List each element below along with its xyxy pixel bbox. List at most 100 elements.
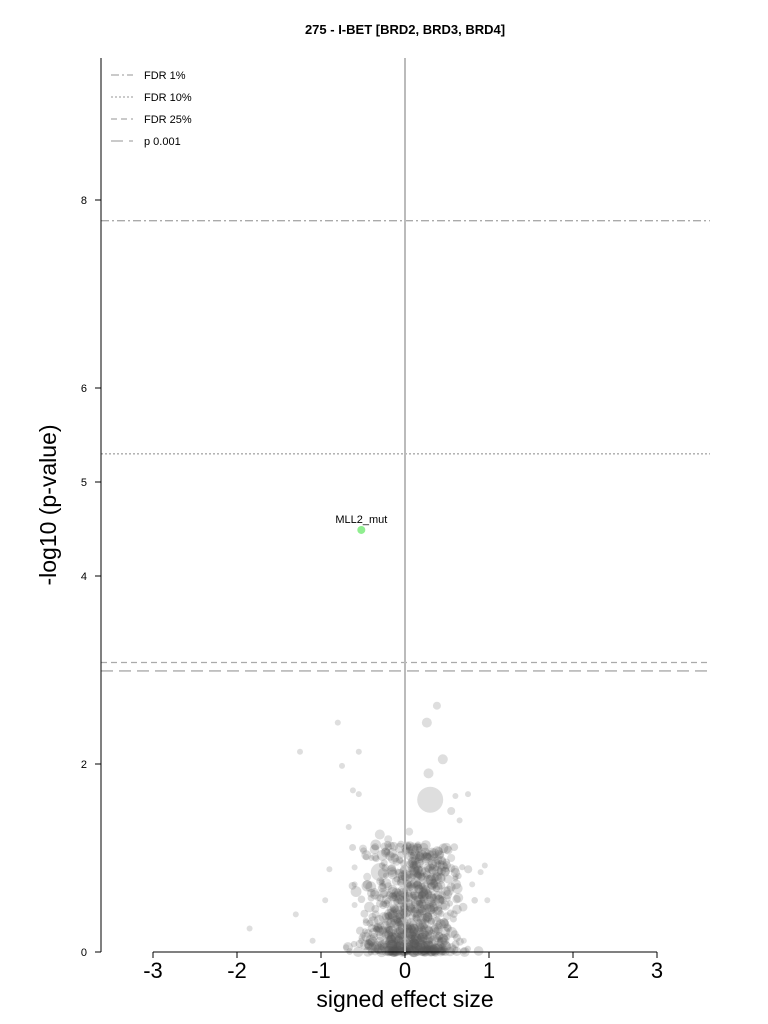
- data-point: [438, 946, 448, 956]
- data-point: [384, 843, 393, 851]
- data-point: [420, 930, 430, 940]
- data-point: [292, 911, 299, 918]
- data-point: [450, 879, 462, 890]
- data-point: [460, 937, 467, 944]
- data-point: [370, 940, 382, 952]
- data-point: [394, 945, 404, 955]
- data-point: [383, 908, 395, 920]
- data-point: [416, 908, 425, 917]
- data-point: [416, 872, 426, 882]
- data-point: [415, 919, 427, 930]
- data-point: [415, 843, 422, 851]
- data-point: [413, 880, 422, 889]
- data-point: [381, 894, 392, 905]
- data-point: [426, 878, 438, 890]
- data-point: [339, 762, 345, 769]
- data-point: [368, 916, 379, 927]
- data-point: [376, 893, 385, 902]
- data-point: [426, 941, 434, 949]
- data-point: [398, 911, 406, 920]
- data-point: [387, 853, 399, 864]
- data-point: [370, 887, 379, 897]
- data-point: [450, 865, 460, 874]
- data-point: [376, 849, 388, 861]
- data-point: [415, 936, 424, 945]
- data-point: [408, 923, 419, 935]
- data-point: [444, 924, 453, 933]
- data-point: [409, 891, 417, 898]
- data-point: [436, 937, 448, 948]
- data-point: [452, 883, 463, 894]
- data-point: [418, 896, 426, 904]
- data-point: [387, 934, 396, 944]
- data-point: [413, 894, 425, 906]
- data-point: [408, 912, 416, 920]
- data-point: [415, 907, 424, 915]
- data-point: [416, 942, 427, 953]
- data-point: [429, 901, 438, 909]
- data-point: [426, 945, 437, 957]
- data-point: [415, 934, 426, 944]
- data-point: [412, 909, 422, 919]
- data-point: [405, 903, 415, 913]
- data-point: [350, 886, 362, 898]
- data-point: [423, 912, 433, 922]
- data-point: [409, 866, 420, 878]
- data-point: [375, 936, 385, 946]
- data-point: [422, 930, 429, 937]
- data-point: [390, 931, 401, 942]
- data-point: [410, 907, 421, 918]
- data-point: [410, 932, 422, 943]
- data-point: [379, 882, 387, 890]
- data-point: [371, 843, 379, 851]
- data-point: [394, 894, 405, 905]
- data-point: [378, 862, 386, 869]
- data-point: [465, 791, 471, 798]
- data-point: [406, 944, 415, 953]
- data-point: [343, 944, 350, 951]
- data-point: [417, 905, 426, 914]
- data-point: [438, 857, 447, 865]
- data-point: [426, 863, 435, 872]
- data-point: [390, 932, 402, 944]
- data-point: [410, 906, 417, 914]
- data-point: [370, 839, 382, 851]
- data-point: [390, 932, 398, 940]
- data-point: [388, 946, 399, 957]
- data-point: [403, 899, 416, 911]
- data-point: [439, 918, 449, 927]
- data-point: [410, 856, 420, 866]
- data-point: [386, 865, 397, 876]
- data-point: [418, 891, 427, 899]
- data-point: [439, 933, 448, 943]
- data-point: [410, 849, 421, 860]
- data-point: [412, 880, 422, 890]
- data-point: [435, 905, 443, 912]
- data-point: [434, 847, 443, 856]
- data-point: [417, 932, 428, 943]
- data-point: [427, 917, 436, 926]
- data-point: [390, 947, 399, 955]
- data-point: [425, 874, 437, 886]
- data-point: [384, 936, 394, 945]
- data-point: [351, 902, 358, 908]
- data-point: [412, 880, 423, 891]
- data-point: [397, 840, 405, 848]
- data-point: [422, 901, 431, 910]
- data-point: [418, 889, 429, 901]
- data-point: [432, 933, 442, 943]
- data-point: [395, 905, 403, 913]
- data-point: [363, 929, 373, 938]
- data-point: [404, 841, 415, 852]
- data-point: [391, 895, 398, 902]
- data-point: [405, 924, 413, 931]
- data-point: [447, 854, 456, 862]
- data-point: [397, 857, 404, 864]
- data-point: [438, 897, 446, 904]
- data-point: [405, 827, 414, 836]
- data-point: [429, 879, 438, 888]
- data-point: [381, 847, 391, 856]
- data-point: [410, 899, 420, 909]
- data-point: [415, 899, 424, 908]
- data-point: [427, 873, 436, 882]
